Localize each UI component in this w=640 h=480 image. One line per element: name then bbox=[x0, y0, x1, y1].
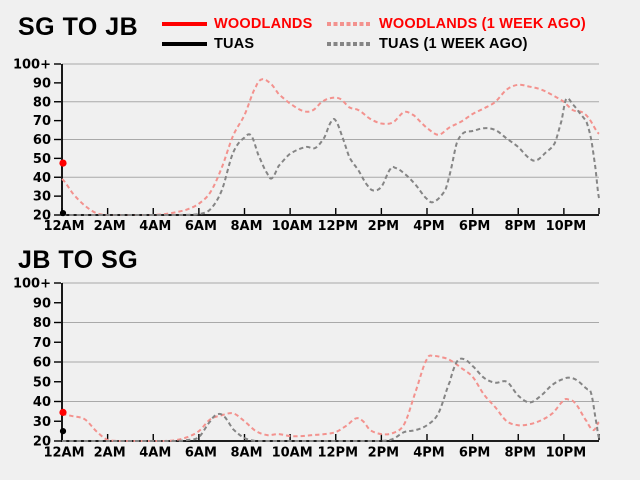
y-tick-label: 50 bbox=[33, 152, 51, 167]
x-tick-label: 2AM bbox=[94, 219, 126, 234]
y-tick-label: 70 bbox=[33, 114, 51, 129]
x-tick-label: 8AM bbox=[230, 219, 262, 234]
legend-item-tuas: TUAS bbox=[162, 36, 254, 52]
chart-title-jb-to-sg: JB TO SG bbox=[18, 246, 139, 274]
x-tick-label: 4PM bbox=[413, 446, 445, 461]
y-tick-label: 30 bbox=[33, 415, 51, 430]
x-tick-label: 12AM bbox=[43, 219, 84, 234]
woodlands-week-ago-line-swatch bbox=[327, 22, 372, 26]
woodlands-line-swatch bbox=[162, 22, 207, 26]
y-tick-label: 80 bbox=[33, 316, 51, 331]
series-line-tuas-1-week-ago bbox=[61, 97, 600, 217]
y-tick-label: 50 bbox=[33, 375, 51, 390]
x-tick-label: 10AM bbox=[272, 219, 313, 234]
x-tick-label: 10AM bbox=[272, 446, 313, 461]
current-value-dot-woodlands bbox=[59, 159, 67, 167]
x-tick-label: 10PM bbox=[546, 219, 587, 234]
x-tick-label: 12PM bbox=[317, 219, 358, 234]
y-tick-label: 60 bbox=[33, 133, 51, 148]
legend-item-label: WOODLANDS bbox=[214, 16, 313, 32]
x-tick-label: 2AM bbox=[94, 446, 126, 461]
legend-item-label: TUAS bbox=[214, 36, 255, 52]
y-tick-label: 20 bbox=[33, 435, 51, 450]
y-tick-label: 100+ bbox=[13, 277, 51, 292]
legend-item-tuas-week-ago: TUAS (1 WEEK AGO) bbox=[327, 36, 528, 52]
x-tick-label: 8AM bbox=[230, 446, 262, 461]
x-tick-label: 4AM bbox=[139, 219, 171, 234]
x-tick-label: 2PM bbox=[368, 446, 400, 461]
current-value-dot-tuas bbox=[59, 428, 67, 435]
x-tick-label: 12PM bbox=[317, 446, 358, 461]
x-tick-label: 6AM bbox=[185, 219, 217, 234]
y-tick-label: 30 bbox=[33, 190, 51, 205]
legend-item-woodlands-week-ago: WOODLANDS (1 WEEK AGO) bbox=[327, 16, 586, 32]
x-tick-label: 6PM bbox=[459, 446, 491, 461]
y-tick-label: 100+ bbox=[13, 58, 51, 73]
current-value-dot-tuas bbox=[59, 210, 67, 217]
y-tick-label: 90 bbox=[33, 296, 51, 311]
legend-item-label: WOODLANDS (1 WEEK AGO) bbox=[379, 16, 586, 32]
x-tick-label: 10PM bbox=[546, 446, 587, 461]
chart-title-sg-to-jb: SG TO JB bbox=[18, 13, 139, 41]
y-tick-label: 90 bbox=[33, 76, 51, 91]
y-tick-label: 70 bbox=[33, 336, 51, 351]
y-tick-label: 60 bbox=[33, 356, 51, 371]
y-tick-label: 40 bbox=[33, 171, 51, 186]
x-tick-label: 12AM bbox=[43, 446, 84, 461]
tuas-week-ago-line-swatch bbox=[327, 42, 372, 46]
series-line-tuas-1-week-ago bbox=[61, 357, 600, 442]
legend-item-woodlands: WOODLANDS bbox=[162, 16, 312, 32]
current-value-dot-woodlands bbox=[59, 408, 67, 416]
x-tick-label: 4PM bbox=[413, 219, 445, 234]
chart-jb-to-sg: 20 30 40 50 60 70 80 90 100+ 12AM 2AM 4AM 6AM 8AM 10AM… bbox=[13, 277, 600, 461]
y-tick-label: 20 bbox=[33, 209, 51, 224]
x-tick-label: 6AM bbox=[185, 446, 217, 461]
y-tick-label: 40 bbox=[33, 395, 51, 410]
x-tick-label: 6PM bbox=[459, 219, 491, 234]
tuas-line-swatch bbox=[162, 42, 207, 46]
y-tick-label: 80 bbox=[33, 95, 51, 110]
x-tick-label: 2PM bbox=[368, 219, 400, 234]
x-tick-label: 8PM bbox=[504, 446, 536, 461]
x-tick-label: 8PM bbox=[504, 219, 536, 234]
legend-item-label: TUAS (1 WEEK AGO) bbox=[379, 36, 528, 52]
series-line-woodlands-1-week-ago bbox=[61, 78, 600, 217]
x-tick-label: 4AM bbox=[139, 446, 171, 461]
series-line-woodlands-1-week-ago bbox=[61, 354, 600, 442]
chart-sg-to-jb: 20 30 40 50 60 70 80 90 100+ 12AM 2AM 4AM 6AM 8AM 10AM… bbox=[13, 58, 600, 234]
